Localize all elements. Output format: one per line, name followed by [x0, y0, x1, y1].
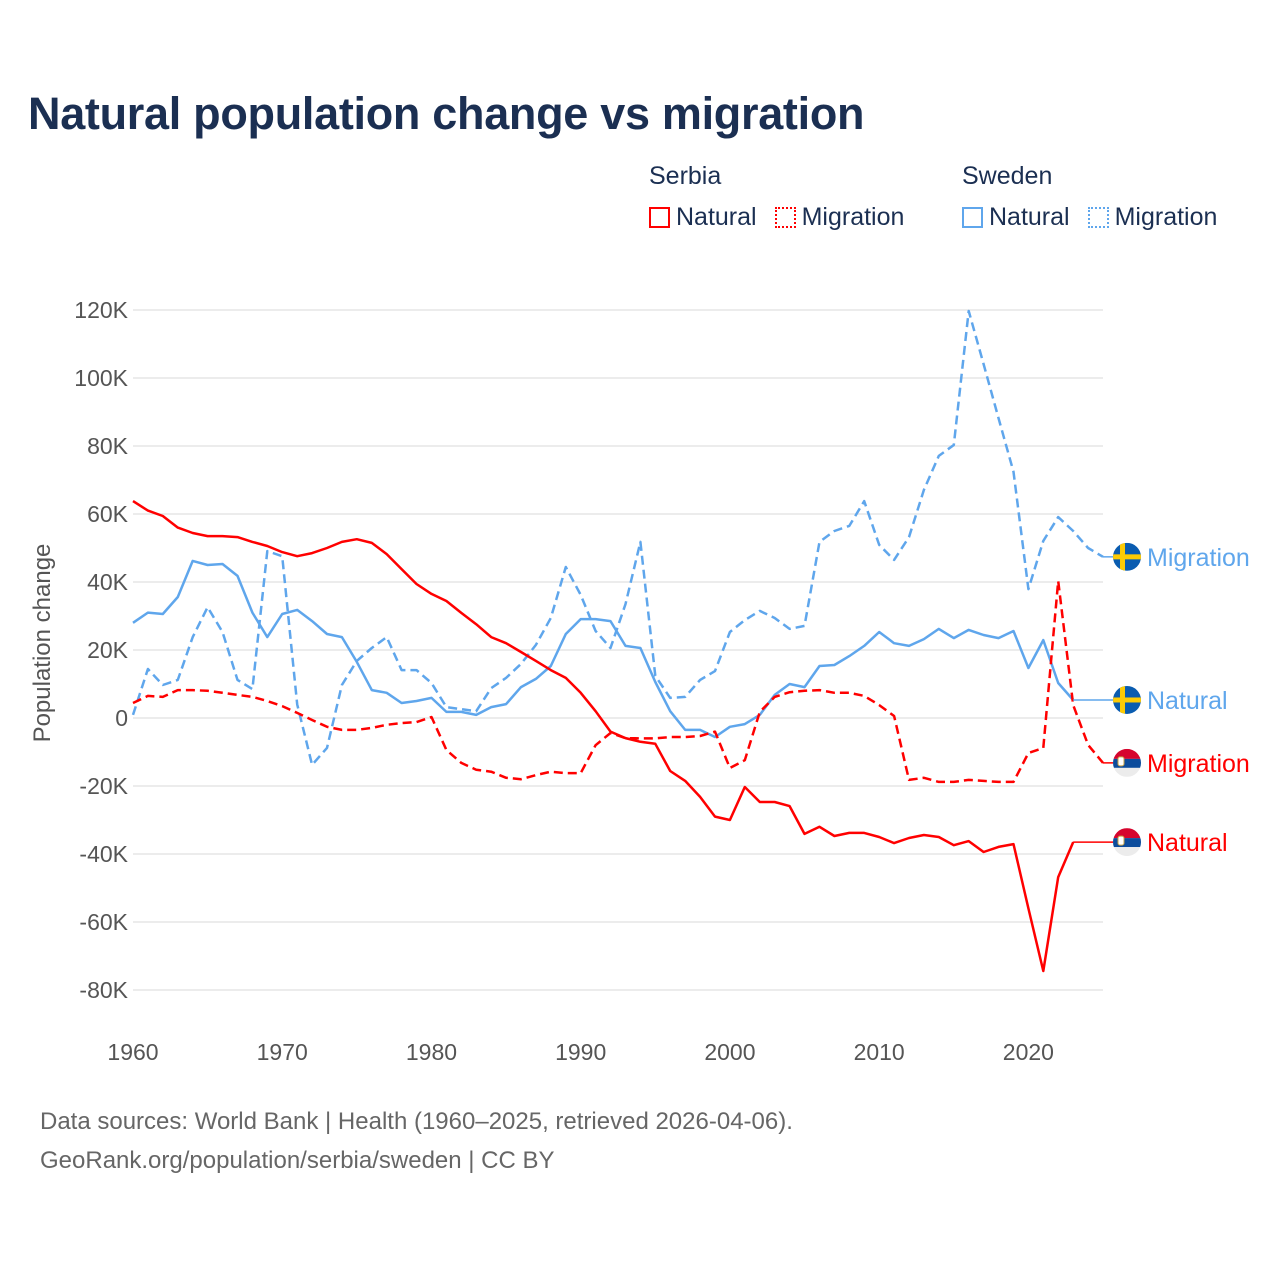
y-tick-label: -80K: [79, 977, 128, 1003]
x-tick-label: 1980: [406, 1039, 457, 1065]
footer-sources: Data sources: World Bank | Health (1960–…: [40, 1108, 793, 1135]
series-line-serbia-migration: [132, 579, 1104, 784]
end-label-serbia-migration: Migration: [1147, 750, 1250, 778]
end-label-sweden-natural: Natural: [1147, 687, 1228, 715]
y-tick-label: -20K: [79, 773, 128, 799]
end-label-sweden-migration: Migration: [1147, 544, 1250, 572]
x-tick-label: 2010: [854, 1039, 905, 1065]
gridlines: [133, 309, 1103, 991]
legend-swatch-solid: [649, 207, 670, 228]
x-tick-label: 1990: [555, 1039, 606, 1065]
legend-label: Natural: [989, 203, 1070, 231]
legend-serbia-natural[interactable]: Natural: [649, 203, 757, 232]
legend-label: Migration: [801, 203, 905, 231]
y-tick-label: -60K: [79, 909, 128, 935]
sweden-flag-icon: [1113, 542, 1141, 571]
x-tick-label: 2000: [704, 1039, 755, 1065]
legend-label: Migration: [1114, 203, 1218, 231]
sweden-flag-icon: [1113, 685, 1141, 714]
y-tick-label: 80K: [87, 433, 129, 459]
legend-sweden-natural[interactable]: Natural: [962, 203, 1070, 232]
x-tick-label: 1960: [107, 1039, 158, 1065]
y-tick-label: 60K: [87, 501, 129, 527]
serbia-flag-icon: [1113, 828, 1141, 857]
x-tick-label: 2020: [1003, 1039, 1054, 1065]
legend-swatch-solid: [962, 207, 983, 228]
end-labels: Migration Natural Migration Natural: [1073, 542, 1250, 857]
y-axis-label: Population change: [29, 544, 56, 743]
legend-label: Natural: [676, 203, 757, 231]
legend-group-title: Sweden: [962, 162, 1053, 190]
legend-serbia-migration[interactable]: Migration: [774, 203, 905, 232]
x-axis-ticks: 1960 1970 1980 1990 2000 2010 2020: [107, 1039, 1054, 1065]
x-tick-label: 1970: [257, 1039, 308, 1065]
y-tick-label: 100K: [74, 365, 128, 391]
y-tick-label: 120K: [74, 297, 128, 323]
legend-group-serbia: Serbia Natural Migration: [649, 162, 904, 232]
legend-group-title: Serbia: [649, 162, 722, 190]
legend-sweden-migration[interactable]: Migration: [1087, 203, 1218, 232]
series-line-sweden-natural: [132, 559, 1075, 739]
serbia-flag-icon: [1113, 748, 1141, 777]
series-line-serbia-natural: [132, 500, 1075, 973]
legend-swatch-dotted: [1087, 207, 1109, 228]
chart-title: Natural population change vs migration: [28, 88, 865, 139]
series-line-sweden-migration: [131, 309, 1104, 767]
y-axis-ticks: 120K 100K 80K 60K 40K 20K 0 -20K -40K -60K -80K: [74, 297, 128, 1003]
legend-swatch-dotted: [774, 207, 796, 228]
series-lines: [131, 309, 1104, 973]
end-label-serbia-natural: Natural: [1147, 829, 1228, 857]
y-tick-label: 40K: [87, 569, 129, 595]
y-tick-label: 20K: [87, 637, 129, 663]
legend-group-sweden: Sweden Natural Migration: [962, 162, 1217, 232]
footer-link[interactable]: GeoRank.org/population/serbia/sweden | C…: [40, 1147, 555, 1174]
y-tick-label: -40K: [79, 841, 128, 867]
y-tick-label: 0: [115, 705, 128, 731]
